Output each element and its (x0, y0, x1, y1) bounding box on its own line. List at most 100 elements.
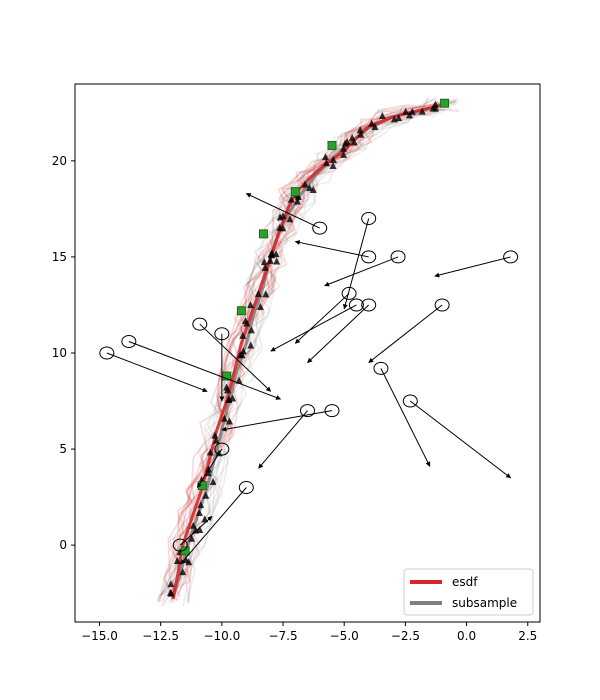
anchor-marker (327, 140, 337, 150)
anchor-marker (197, 481, 207, 491)
triangle-marker (350, 138, 358, 146)
triangle-marker (220, 414, 228, 422)
arrow-origin-circle (172, 538, 188, 552)
legend-label-esdf: esdf (452, 575, 478, 589)
background-trace (171, 100, 439, 604)
triangle-marker (260, 258, 268, 266)
triangle-marker (286, 215, 294, 223)
triangle-marker (321, 153, 329, 161)
background-trace (167, 100, 456, 598)
arrow (294, 240, 377, 264)
arrow-origin-circle (300, 404, 315, 418)
anchor-marker (258, 229, 268, 239)
arrow-line (128, 341, 282, 400)
x-tick-label: 0.0 (457, 629, 476, 643)
x-tick-label: −15.0 (81, 629, 118, 643)
y-tick-label: 0 (59, 538, 67, 552)
triangle-marker (343, 138, 351, 146)
arrow-origin-circle (348, 298, 364, 312)
triangle-marker (340, 144, 348, 152)
triangle-marker (229, 394, 237, 402)
background-trace (156, 111, 439, 602)
arrow (99, 346, 208, 393)
arrow-line (434, 256, 511, 278)
arrow-origin-circle (361, 212, 377, 225)
background-trace (157, 107, 453, 600)
background-trace (168, 109, 430, 594)
triangle-marker (247, 301, 255, 309)
triangle-marker (418, 107, 426, 115)
arrow-line (270, 304, 357, 352)
triangle-marker (204, 469, 212, 477)
triangle-marker (279, 212, 287, 220)
arrow-origin-circle (361, 298, 377, 312)
arrow (307, 298, 377, 363)
arrow-line (380, 368, 431, 467)
arrow-origin-circle (99, 346, 115, 360)
y-tick-label: 20 (52, 154, 67, 168)
arrow-origin-circle (121, 334, 137, 348)
arrow (294, 286, 357, 344)
arrow (179, 481, 254, 565)
arrow-origin-circle (390, 250, 406, 264)
triangle-marker (357, 130, 365, 138)
arrow-line (294, 240, 369, 258)
background-trace (156, 107, 442, 604)
background-trace (159, 100, 458, 603)
arrow-line (106, 352, 208, 393)
triangle-marker (301, 180, 309, 188)
arrow-line (221, 410, 333, 432)
triangle-marker (209, 477, 217, 485)
triangle-marker (212, 436, 220, 444)
triangle-marker (356, 126, 364, 134)
arrow-origin-circle (238, 481, 254, 494)
triangle-marker (395, 114, 403, 122)
triangle-marker (287, 195, 295, 203)
x-axis: −15.0 −12.5 −10.0 −7.5 −5.0 −2.5 0.0 2.5 (81, 622, 537, 643)
triangle-marker (235, 376, 243, 384)
triangle-marker (378, 111, 386, 119)
anchor-marker (236, 306, 246, 316)
x-tick-label: −2.5 (391, 629, 420, 643)
triangle-marker (173, 557, 181, 565)
triangle-marker (256, 303, 264, 311)
triangle-marker (348, 133, 356, 141)
triangle-marker (261, 263, 269, 271)
background-traces (156, 97, 459, 608)
arrow (196, 442, 230, 488)
triangle-marker (329, 156, 337, 164)
x-tick-label: −12.5 (142, 629, 179, 643)
anchor-markers (180, 98, 450, 556)
arrow-origin-circle (312, 221, 328, 235)
arrow (121, 334, 282, 400)
triangle-marker (202, 491, 210, 499)
triangle-marker (179, 568, 187, 576)
triangle-marker (167, 580, 175, 588)
triangle-marker (309, 186, 317, 194)
triangle-marker (247, 341, 255, 349)
triangle-marker (322, 159, 330, 167)
triangle-marker (223, 383, 231, 391)
triangle-marker (262, 290, 270, 298)
triangle-marker (432, 104, 440, 112)
x-tick-label: −10.0 (203, 629, 240, 643)
triangle-marker (368, 119, 376, 127)
arrow-origin-circle (434, 298, 450, 312)
background-trace (157, 98, 435, 598)
arrow (373, 361, 431, 467)
triangle-marker (211, 431, 219, 439)
arrow-origin-circle (402, 394, 418, 408)
arrow (258, 404, 315, 469)
arrow-line (245, 193, 320, 229)
arrow (270, 298, 364, 352)
arrow-line (196, 448, 223, 488)
arrow-line (368, 304, 443, 364)
x-tick-label: 2.5 (518, 629, 537, 643)
triangle-marker (272, 250, 280, 258)
triangle-marker (189, 521, 197, 529)
y-axis: 0 5 10 15 20 (52, 154, 75, 552)
triangle-marker (239, 347, 247, 355)
triangle-marker (273, 257, 281, 265)
triangle-marker (266, 256, 274, 264)
